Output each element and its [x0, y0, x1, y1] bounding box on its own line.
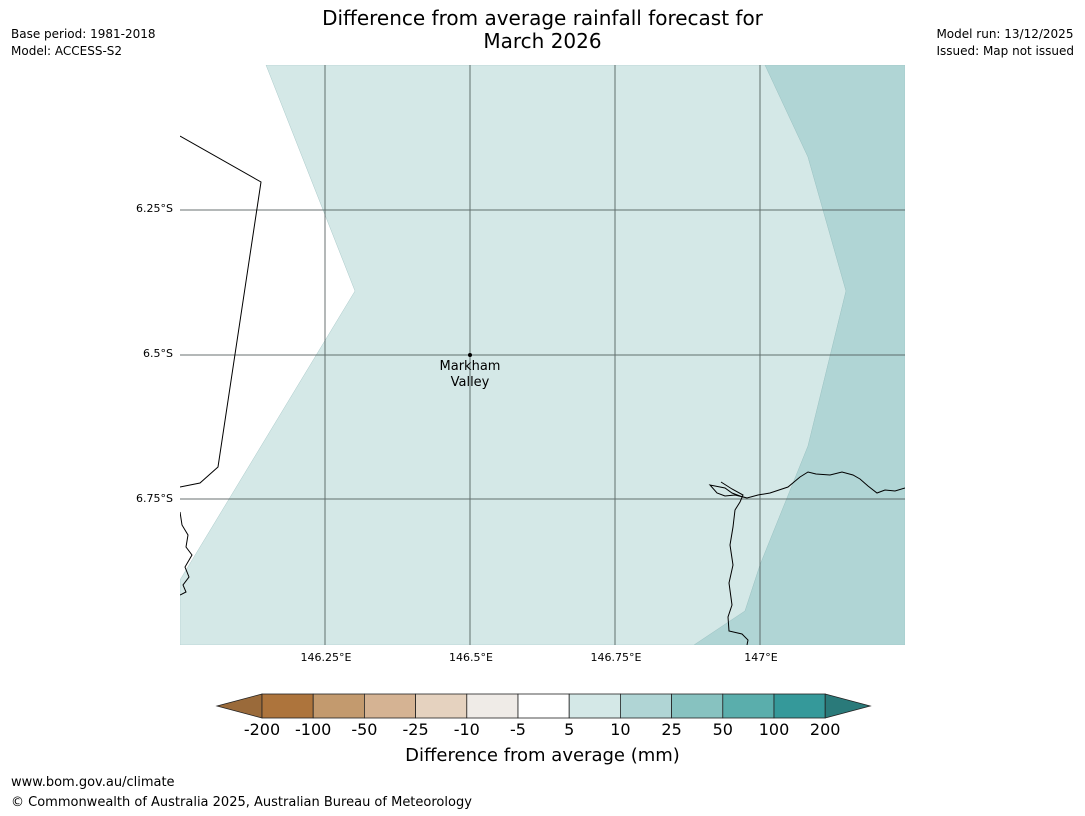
colorbar-segment-5-to-10 — [568, 693, 621, 719]
colorbar-tick-label: 100 — [758, 720, 790, 739]
footer-url[interactable]: www.bom.gov.au/climate — [11, 775, 175, 790]
province-border — [180, 135, 262, 488]
colorbar-title: Difference from average (mm) — [405, 745, 680, 766]
colorbar-segment-50-to-100 — [722, 693, 775, 719]
colorbar-segment--100-to--50 — [312, 693, 365, 719]
map-title-line2: March 2026 — [483, 29, 602, 53]
colorbar-tick-label: -5 — [510, 720, 526, 739]
colorbar-tick-label: -25 — [402, 720, 429, 739]
lat-label-6-25s: 6.25°S — [136, 202, 173, 215]
map-title-line1: Difference from average rainfall forecas… — [322, 6, 763, 30]
colorbar-tick-label: 200 — [809, 720, 841, 739]
metadata-right: Model run: 13/12/2025 Issued: Map not is… — [936, 26, 1074, 60]
base-period-text: Base period: 1981-2018 — [11, 27, 156, 41]
issued-text: Issued: Map not issued — [936, 44, 1074, 58]
lon-label-146-25e: 146.25°E — [300, 651, 352, 664]
colorbar-tick-label: 25 — [661, 720, 682, 739]
colorbar-tick-label: -50 — [351, 720, 378, 739]
colorbar-segments — [215, 693, 872, 719]
lon-label-146-75e: 146.75°E — [590, 651, 642, 664]
colorbar-segment--5-to-5 — [517, 693, 570, 719]
colorbar-extend-low — [215, 693, 263, 719]
map-title: Difference from average rainfall forecas… — [0, 7, 1085, 53]
lon-label-147e: 147°E — [744, 651, 778, 664]
location-label-line2: Valley — [450, 375, 490, 390]
colorbar-segment--25-to--10 — [415, 693, 468, 719]
coastline-west — [180, 511, 193, 596]
map-canvas — [180, 65, 905, 645]
colorbar-segment--50-to--25 — [363, 693, 416, 719]
colorbar-tick-label: -10 — [453, 720, 480, 739]
lat-label-6-5s: 6.5°S — [143, 347, 173, 360]
colorbar — [215, 693, 872, 719]
location-label: Markham Valley — [420, 359, 520, 391]
model-text: Model: ACCESS-S2 — [11, 44, 123, 58]
footer-copyright: © Commonwealth of Australia 2025, Austra… — [11, 795, 472, 810]
colorbar-segment-100-to-200 — [773, 693, 826, 719]
colorbar-segment-25-to-50 — [671, 693, 724, 719]
model-run-text: Model run: 13/12/2025 — [936, 27, 1074, 41]
location-label-line1: Markham — [439, 359, 501, 374]
colorbar-segment--10-to--5 — [466, 693, 519, 719]
colorbar-tick-label: 50 — [712, 720, 733, 739]
colorbar-tick-label: -200 — [243, 720, 281, 739]
rainfall-map[interactable]: Markham Valley — [180, 65, 905, 645]
lat-label-6-75s: 6.75°S — [136, 492, 173, 505]
lon-label-146-5e: 146.5°E — [449, 651, 493, 664]
location-marker[interactable] — [468, 353, 472, 357]
colorbar-tick-label: 10 — [610, 720, 631, 739]
metadata-left: Base period: 1981-2018 Model: ACCESS-S2 — [11, 26, 156, 60]
river-markham — [720, 481, 749, 645]
coastline-east — [708, 471, 905, 499]
colorbar-segment-10-to-25 — [619, 693, 672, 719]
colorbar-extend-high — [824, 693, 872, 719]
colorbar-tick-label: -100 — [295, 720, 332, 739]
colorbar-tick-label: 5 — [564, 720, 575, 739]
colorbar-segment--200-to--100 — [261, 693, 314, 719]
